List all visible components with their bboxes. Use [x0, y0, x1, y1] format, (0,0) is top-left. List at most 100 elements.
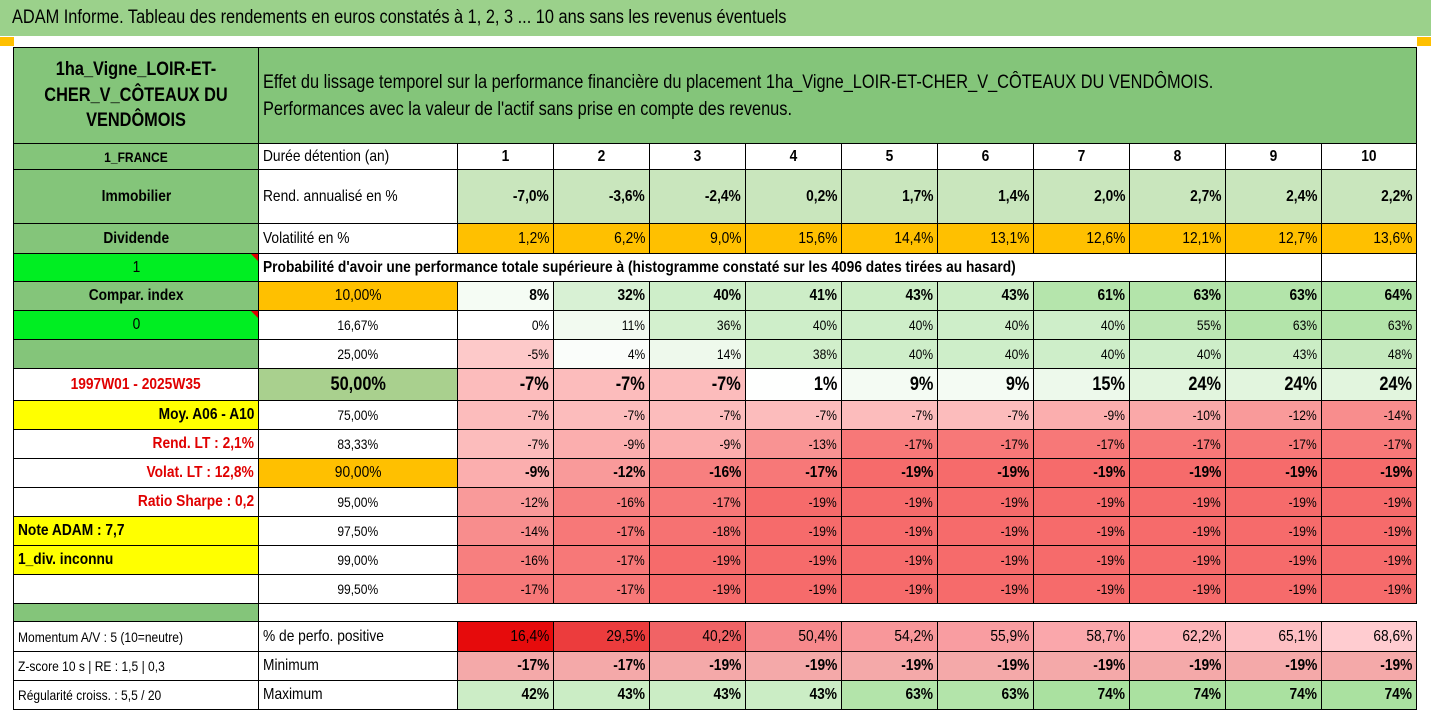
- quantile-value-text: -16%: [520, 552, 549, 568]
- quantile-value-text: -19%: [1096, 552, 1125, 568]
- quantile-label: 99,00%: [258, 545, 458, 575]
- quantile-value-text: -19%: [1192, 494, 1221, 510]
- quantile-value-text: -19%: [1379, 464, 1413, 481]
- positive-value: 58,7%: [1033, 621, 1130, 652]
- vol-value: 14,4%: [841, 223, 938, 254]
- vol-value-text: 9,0%: [709, 229, 741, 247]
- positive-value: 29,5%: [553, 621, 650, 652]
- vol-label: Volatilité en %: [258, 223, 458, 254]
- quantile-label: 75,00%: [258, 400, 458, 430]
- year-header-text: 6: [981, 147, 990, 165]
- maximum-value: 74%: [1033, 680, 1130, 710]
- rend-value-text: 2,2%: [1380, 187, 1413, 205]
- quantile-value-text: 63%: [1387, 317, 1413, 333]
- year-header-text: 5: [885, 147, 894, 165]
- quantile-row: 0 16,67% 0% 11% 36% 40% 40% 40% 40% 55% 63% 63%: [13, 310, 1418, 340]
- positive-label-text: % de perfo. positive: [263, 627, 384, 645]
- quantile-value: -7%: [553, 400, 650, 430]
- minimum-value: -19%: [841, 651, 938, 681]
- compar-index-label: Compar. index: [13, 281, 259, 311]
- rend-value: 2,7%: [1129, 169, 1226, 224]
- quantile-value: -19%: [1129, 574, 1226, 604]
- empty-cell: [13, 574, 259, 604]
- quantile-value-text: -17%: [712, 494, 741, 510]
- vol-value: 13,6%: [1320, 223, 1418, 254]
- period-label-text: 1997W01 - 2025W35: [70, 375, 202, 393]
- maximum-value-text: 63%: [905, 686, 933, 703]
- quantile-value-text: -7%: [519, 374, 549, 395]
- year-header-text: 1: [501, 147, 510, 165]
- quantile-value: 40%: [1033, 339, 1130, 369]
- quantile-value-text: 48%: [1387, 346, 1413, 362]
- quantile-value-text: -19%: [1188, 464, 1221, 481]
- quantile-value-text: 38%: [812, 346, 837, 362]
- vol-value: 1,2%: [457, 223, 554, 254]
- minimum-row: Z-score 10 s | RE : 1,5 | 0,3 Minimum -17%…: [13, 651, 1418, 681]
- quantile-value: -19%: [937, 458, 1034, 488]
- quantile-row: 25,00% -5% 4% 14% 38% 40% 40% 40% 40% 43% 48%: [13, 339, 1418, 369]
- positive-value-text: 50,4%: [797, 627, 837, 645]
- quantile-row: 99,50% -17% -17% -19% -19% -19% -19% -19% -19% -1…: [13, 574, 1418, 604]
- quantile-value-text: -19%: [996, 464, 1029, 481]
- positive-value-text: 62,2%: [1181, 627, 1221, 645]
- quantile-value: -19%: [1129, 458, 1226, 488]
- positive-value-text: 40,2%: [701, 627, 741, 645]
- positive-label: % de perfo. positive: [258, 621, 458, 652]
- quantile-value-text: -17%: [616, 552, 645, 568]
- vol-value-text: 13,6%: [1373, 229, 1413, 247]
- quantile-value-text: 36%: [716, 317, 741, 333]
- quantile-value: -19%: [1033, 574, 1130, 604]
- quantile-value-text: 40%: [1100, 317, 1125, 333]
- quantile-value: -7%: [553, 368, 650, 401]
- quantile-value-text: -19%: [1284, 464, 1317, 481]
- rend-value-text: -7,0%: [513, 187, 549, 205]
- quantile-value-text: -19%: [904, 581, 933, 597]
- maximum-row: Régularité croiss. : 5,5 / 20 Maximum 42% 4…: [13, 680, 1418, 710]
- vol-value-text: 12,6%: [1085, 229, 1125, 247]
- year-header-text: 8: [1173, 147, 1182, 165]
- positive-value-text: 16,4%: [509, 627, 549, 645]
- quantile-value: -7%: [457, 400, 554, 430]
- quantile-value: -19%: [1033, 458, 1130, 488]
- maximum-value-text: 43%: [617, 686, 645, 703]
- quantile-value-text: 43%: [905, 287, 933, 304]
- vol-label-text: Volatilité en %: [263, 229, 350, 247]
- quantile-value-text: -16%: [708, 464, 741, 481]
- quantile-value-text: -12%: [520, 494, 549, 510]
- quantile-value-text: -19%: [808, 581, 837, 597]
- quantile-row: Moy. A06 - A10 75,00% -7% -7% -7% -7% -7% -7% -9…: [13, 400, 1418, 430]
- quantile-value: -19%: [1129, 487, 1226, 517]
- positive-value-text: 29,5%: [605, 627, 645, 645]
- quantile-label: 16,67%: [258, 310, 458, 340]
- holding-label-text: Durée détention (an): [263, 147, 390, 165]
- vol-value-text: 14,4%: [893, 229, 933, 247]
- quantile-value: -19%: [1320, 574, 1418, 604]
- quantile-value: -7%: [937, 400, 1034, 430]
- volat-lt-label: Volat. LT : 12,8%: [13, 458, 259, 488]
- year-header: 8: [1129, 143, 1226, 170]
- year-header: 10: [1320, 143, 1418, 170]
- quantile-value: 1%: [745, 368, 842, 401]
- quantile-value: 43%: [1225, 339, 1322, 369]
- maximum-value: 74%: [1129, 680, 1226, 710]
- year-header: 1: [457, 143, 554, 170]
- separator-row: [13, 603, 1417, 622]
- period-label: 1997W01 - 2025W35: [13, 368, 259, 401]
- quantile-value: -7%: [649, 368, 746, 401]
- maximum-value-text: 74%: [1097, 686, 1125, 703]
- vol-value: 12,6%: [1033, 223, 1130, 254]
- positive-value: 65,1%: [1225, 621, 1322, 652]
- quantile-value: -7%: [745, 400, 842, 430]
- quantile-value-text: -7%: [615, 374, 645, 395]
- quantile-value: -17%: [937, 429, 1034, 459]
- quantile-value-text: 9%: [909, 374, 933, 395]
- quantile-value: -7%: [457, 429, 554, 459]
- quantile-value-text: 63%: [1289, 287, 1317, 304]
- quantile-value-text: -19%: [1288, 552, 1317, 568]
- quantile-value-text: -19%: [1383, 494, 1413, 510]
- quantile-row: Volat. LT : 12,8% 90,00% -9% -12% -16% -17% -1…: [13, 458, 1418, 488]
- compar-index-label-text: Compar. index: [88, 287, 184, 304]
- quantile-label: 95,00%: [258, 487, 458, 517]
- quantile-value: -9%: [553, 429, 650, 459]
- quantile-value: -9%: [457, 458, 554, 488]
